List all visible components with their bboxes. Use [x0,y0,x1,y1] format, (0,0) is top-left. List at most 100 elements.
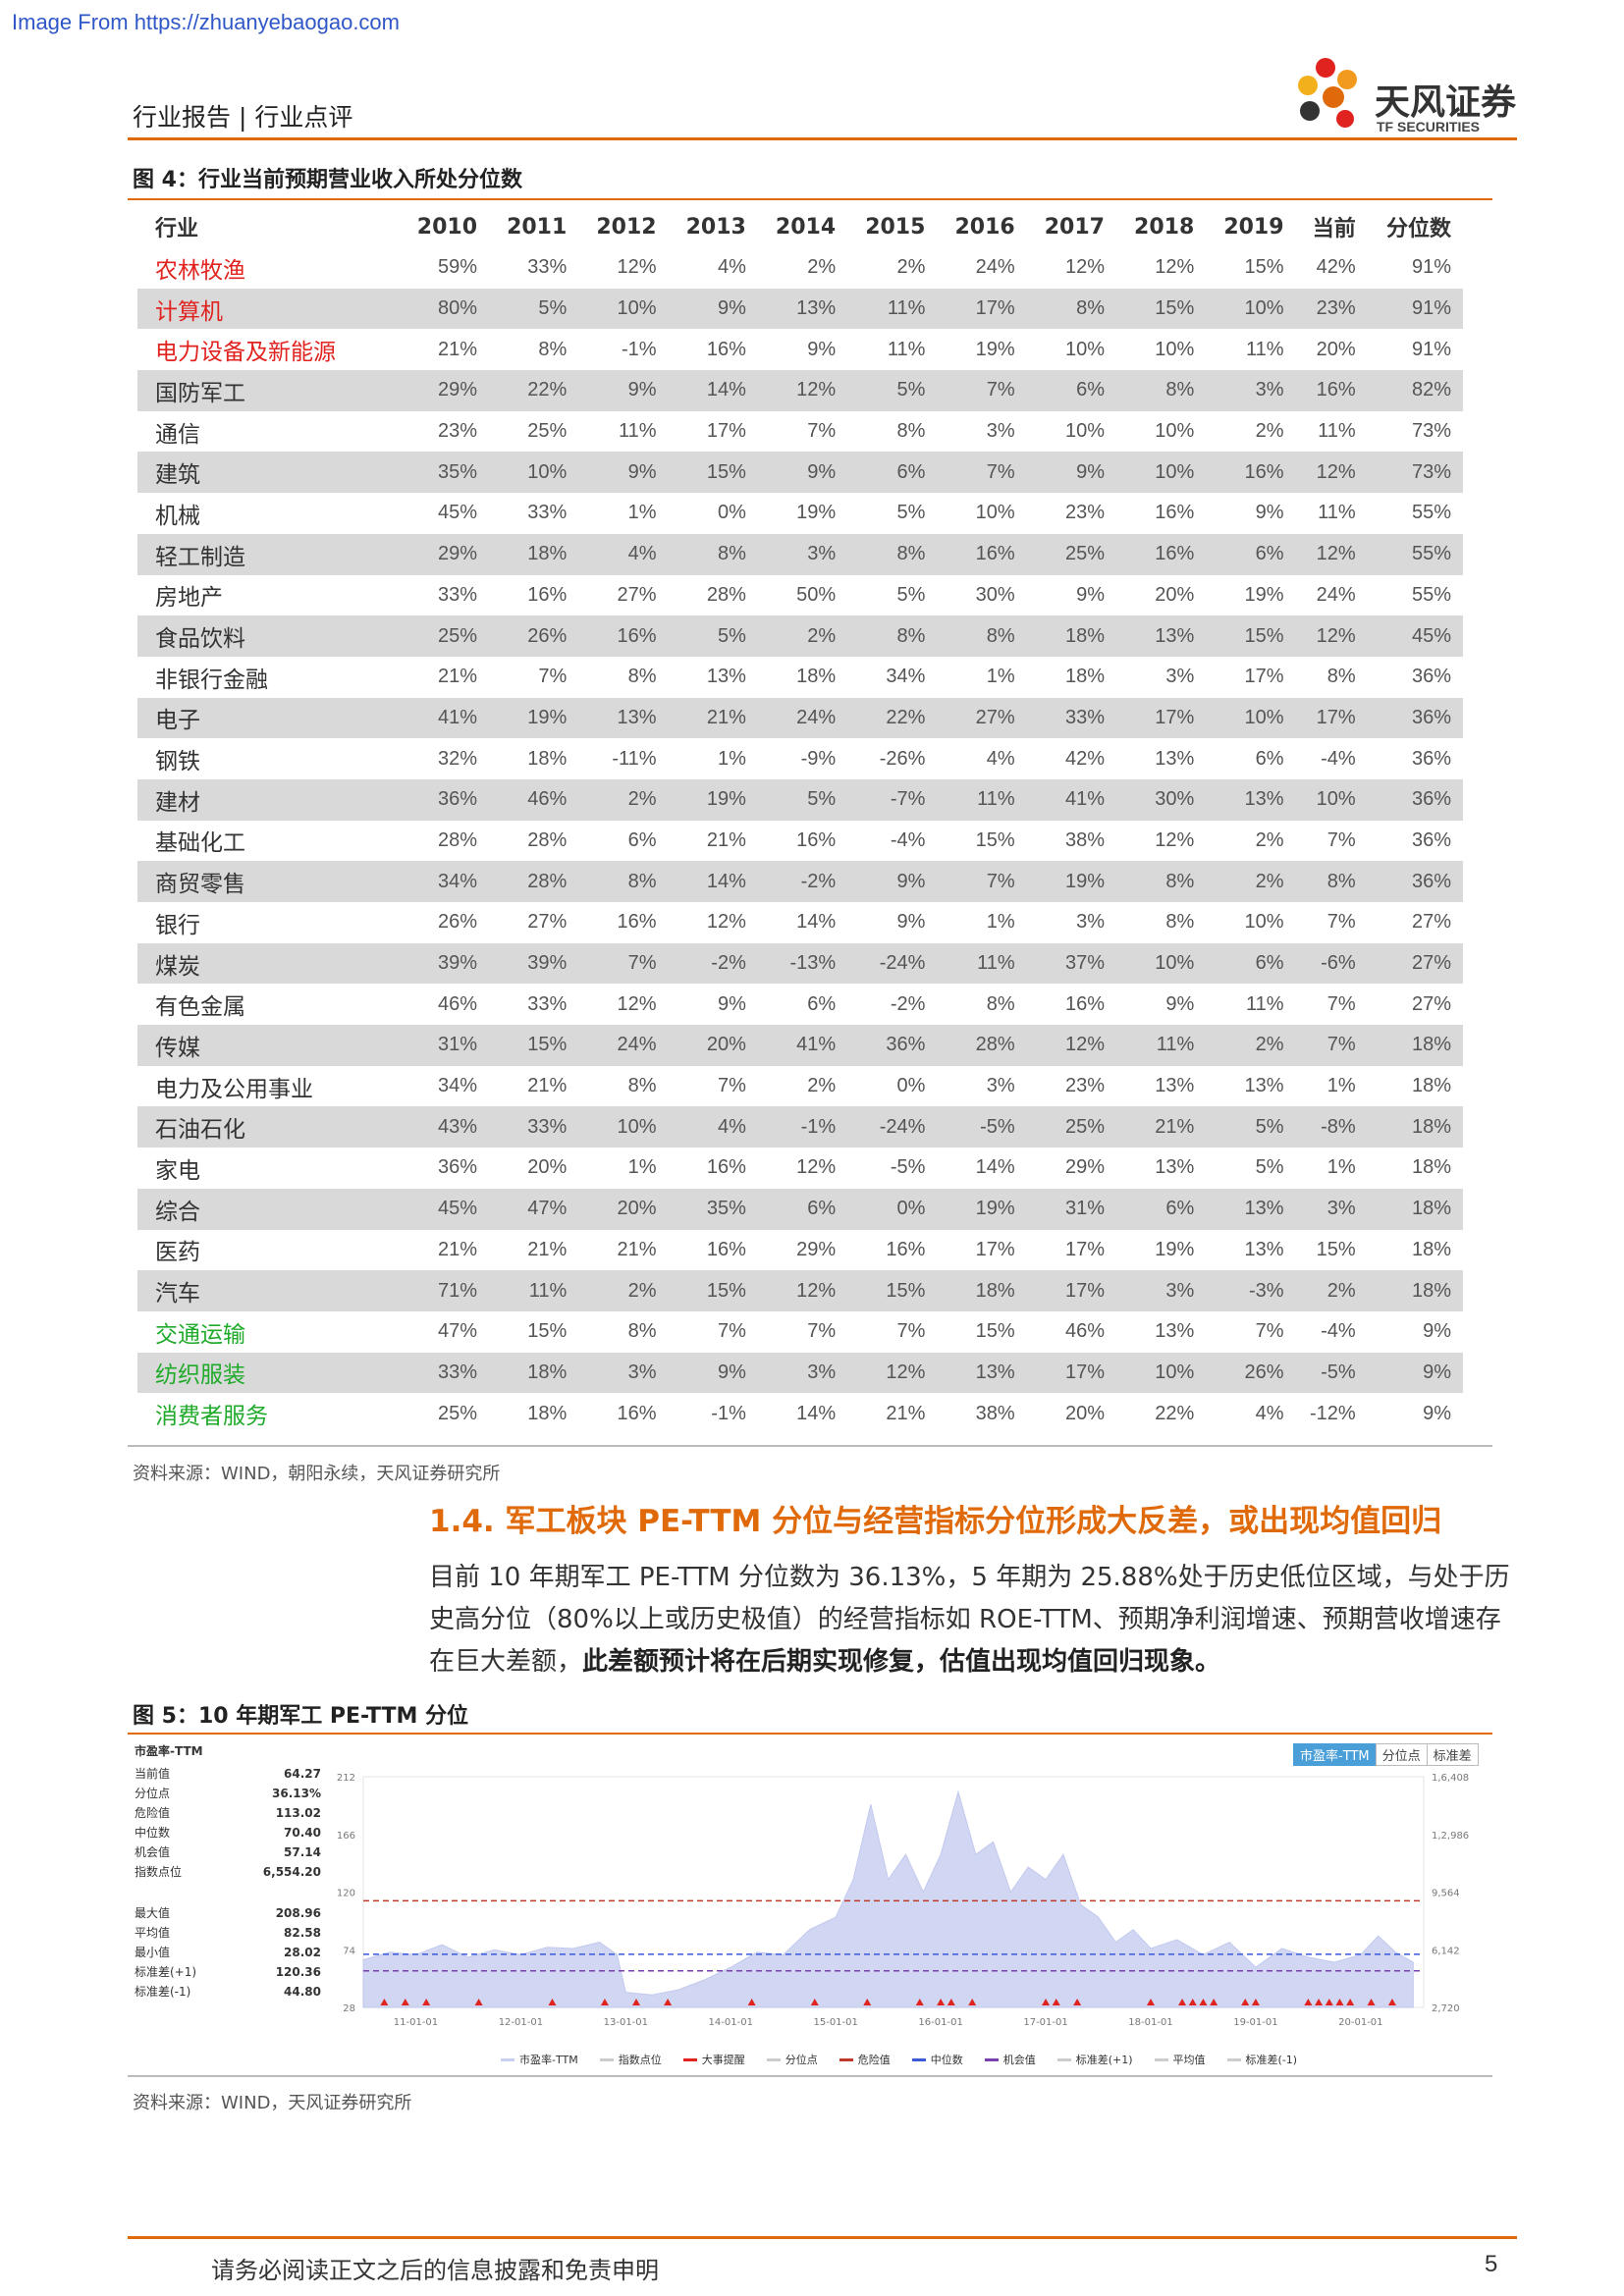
logo-english-name: TF SECURITIES [1377,119,1481,134]
legend-item[interactable]: 标准差(+1) [1056,2052,1133,2067]
legend-item[interactable]: 大事提醒 [682,2052,745,2067]
table-cell: 55% [1367,533,1463,575]
table-cell: 31% [399,1025,490,1066]
legend-item[interactable]: 标准差(-1) [1226,2052,1298,2067]
table-cell: -11% [612,747,657,770]
table-cell: 18% [489,1352,579,1394]
table-cell: 14% [796,1402,837,1424]
stat-row: 机会值 57.14 [135,1842,321,1862]
table-cell: 2% [807,1075,837,1097]
table-row: 建材 36% 46% 2% 19% 5% -7% 11% 41% 30% 13% 10% 36% [137,778,1463,821]
table-cell: 12% [847,1352,938,1394]
event-marker-icon [1178,1999,1187,2005]
table-cell: 36% [399,778,490,821]
stat-value: 28.02 [284,1946,321,1959]
legend-item[interactable]: 危险值 [839,2052,891,2067]
table-cell: -5% [1295,1352,1368,1394]
table-cell: 6% [1255,747,1284,770]
y-right-tick-label: 9,564 [1432,1889,1460,1899]
legend-label: 市盈率-TTM [519,2054,578,2066]
table-cell: 5% [896,583,926,606]
logo-chinese-name: 天风证券 [1375,82,1517,123]
table-cell: 18% [489,533,579,575]
table-cell: 21% [437,1238,478,1260]
table-cell: 46% [489,778,579,821]
table-cell: 37% [1026,942,1116,985]
legend-item[interactable]: 分位点 [766,2052,818,2067]
table-cell: 14% [796,911,837,934]
table-cell: 3% [1076,911,1105,934]
industry-percentile-table: 行业 2010 2011 2012 2013 2014 2015 2016 2017 2018 20… [137,206,1463,1434]
table-cell: 18% [1367,1188,1463,1230]
table-cell: 2% [1295,1270,1368,1311]
table-cell: 11% [489,1270,579,1311]
section-paragraph: 目前 10 年期军工 PE-TTM 分位数为 36.13%，5 年期为 25.8… [429,1557,1519,1683]
legend-label: 标准差(-1) [1245,2054,1298,2066]
table-cell: 35% [668,1188,758,1230]
table-cell: 8% [986,992,1015,1015]
legend-swatch-icon [1154,2057,1168,2061]
table-cell: 33% [399,1352,490,1394]
table-row: 消费者服务 25% 18% 16% -1% 14% 21% 38% 20% 22% 4% -12% 9% [137,1393,1463,1434]
stat-label: 当前值 [135,1767,171,1781]
table-cell: 12% [1295,452,1368,494]
table-cell: 15% [527,1320,568,1343]
tab-percentile[interactable]: 分位点 [1375,1743,1428,1766]
legend-label: 大事提醒 [701,2054,745,2066]
stat-value: 36.13% [272,1787,321,1800]
legend-item[interactable]: 市盈率-TTM [501,2052,578,2067]
legend-item[interactable]: 中位数 [911,2052,963,2067]
table-cell: 1% [986,911,1015,934]
industry-name: 银行 [155,912,200,938]
stat-row: 危险值 113.02 [135,1803,321,1823]
table-cell: 80% [399,288,490,330]
table-cell: 42% [1064,747,1105,770]
table-cell: 28% [437,828,478,851]
legend-item[interactable]: 指数点位 [599,2052,662,2067]
table-cell: 17% [937,288,1027,330]
legend-swatch-icon [1226,2057,1241,2061]
table-cell: 10% [1244,911,1284,934]
table-cell: 10% [1115,942,1207,985]
table-cell: 18% [1411,1156,1451,1179]
table-cell: 91% [1411,338,1451,360]
table-cell: 22% [489,370,579,411]
industry-name: 商贸零售 [137,861,400,902]
table-cell: 24% [1316,583,1356,606]
chart-tab-bar: 市盈率-TTM 分位点 标准差 [1293,1743,1479,1766]
stat-value: 64.27 [284,1767,321,1781]
event-marker-icon [1251,1999,1260,2005]
table-cell: 71% [399,1270,490,1311]
x-tick-label: 19-01-01 [1233,2017,1277,2028]
table-cell: 20% [1064,1402,1105,1424]
stat-label: 最大值 [135,1906,171,1920]
table-cell: 3% [986,1075,1015,1097]
legend-item[interactable]: 平均值 [1154,2052,1206,2067]
table-cell: 11% [1246,992,1284,1015]
industry-name: 煤炭 [137,942,400,985]
table-cell: 16% [706,1156,746,1179]
industry-name: 建筑 [137,452,400,494]
table-cell: 8% [896,420,926,443]
table-cell: 32% [437,747,478,770]
legend-item[interactable]: 机会值 [984,2052,1036,2067]
table-cell: 29% [399,533,490,575]
table-cell: 12% [617,256,657,279]
industry-name: 电子 [137,697,400,739]
table-cell: 12% [796,1156,837,1179]
y-left-tick-label: 166 [337,1831,355,1842]
tab-std-dev[interactable]: 标准差 [1426,1743,1479,1766]
table-cell: 14% [668,861,758,902]
table-row: 传媒 31% 15% 24% 20% 41% 36% 28% 12% 11% 2% 7% 18% [137,1025,1463,1066]
source-url[interactable]: Image From https://zhuanyebaogao.com [12,10,400,34]
stat-row: 分位点 36.13% [135,1784,321,1803]
event-marker-icon [422,1999,431,2005]
figure4-title: 图 4：行业当前预期营业收入所处分位数 [133,168,522,192]
y-right-tick-label: 2,720 [1432,2003,1460,2014]
legend-label: 机会值 [1002,2054,1036,2066]
table-cell: 19% [1155,1238,1195,1260]
table-cell: 29% [1064,1156,1105,1179]
column-header: 2017 [1044,214,1105,240]
table-cell: 15% [489,1025,579,1066]
table-row: 纺织服装 33% 18% 3% 9% 3% 12% 13% 17% 10% 26% -5% 9% [137,1352,1463,1394]
